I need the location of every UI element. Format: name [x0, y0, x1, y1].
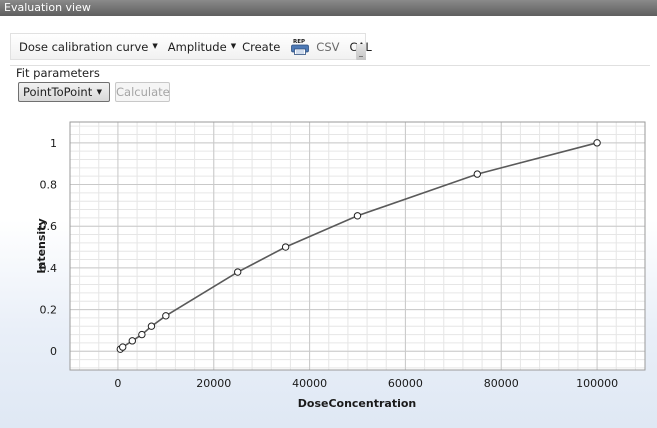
- report-icon-text: REP: [293, 39, 305, 45]
- x-tick-label: 20000: [196, 377, 231, 390]
- calibration-chart: 0 20000 40000 60000 80000 100000 0 0.2 0.4 0.6 0.…: [35, 121, 646, 410]
- y-tick-label: 0.2: [40, 304, 58, 317]
- csv-button-label: CSV: [316, 39, 340, 54]
- x-axis-title: DoseConcentration: [298, 397, 417, 410]
- major-grid: [70, 122, 645, 370]
- data-point: [473, 170, 481, 178]
- window-title: Evaluation view: [0, 0, 657, 16]
- y-tick-label: 0: [50, 345, 57, 358]
- create-button[interactable]: Create: [239, 34, 283, 59]
- toolbar: Dose calibration curve ▼ Amplitude ▼ Cre…: [10, 33, 372, 60]
- data-point: [119, 343, 127, 351]
- report-print-button[interactable]: REP: [287, 34, 313, 59]
- fit-method-value: PointToPoint: [23, 85, 93, 99]
- data-point: [162, 312, 170, 320]
- data-point: [353, 212, 362, 220]
- curve-type-dropdown-label: Dose calibration curve: [19, 39, 149, 54]
- fit-parameters-group: Fit parameters PointToPoint ▼ Calculate: [10, 65, 650, 106]
- data-point: [234, 268, 242, 276]
- y-tick-label: 0.4: [40, 262, 58, 275]
- data-point: [147, 322, 156, 330]
- y-tick-label: 0.6: [40, 220, 58, 233]
- data-point: [128, 337, 136, 345]
- fit-parameters-label: Fit parameters: [16, 66, 100, 80]
- x-tick-label: 0: [114, 377, 121, 390]
- amplitude-dropdown-label: Amplitude: [167, 39, 227, 54]
- y-tick-label: 1: [50, 137, 57, 150]
- csv-button[interactable]: CSV: [313, 34, 342, 59]
- data-point: [281, 243, 290, 251]
- report-printer-icon: REP: [291, 39, 310, 55]
- data-points: [116, 139, 601, 353]
- amplitude-dropdown[interactable]: Amplitude ▼: [165, 34, 239, 59]
- x-axis-ticks: 0 20000 40000 60000 80000 100000: [114, 377, 618, 390]
- curve-type-dropdown[interactable]: Dose calibration curve ▼: [16, 34, 161, 59]
- chevron-down-icon: ▼: [230, 41, 237, 50]
- data-point: [138, 330, 146, 339]
- x-tick-label: 60000: [388, 377, 423, 390]
- fit-method-select[interactable]: PointToPoint ▼: [18, 82, 110, 102]
- plot-border: [69, 121, 646, 371]
- x-tick-label: 100000: [576, 377, 618, 390]
- y-tick-label: 0.8: [40, 179, 58, 192]
- y-axis-title: Intensity: [35, 218, 48, 273]
- x-tick-label: 80000: [484, 377, 519, 390]
- toolbar-overflow-button[interactable]: [356, 44, 366, 60]
- data-point: [593, 139, 601, 147]
- x-tick-label: 40000: [292, 377, 327, 390]
- calculate-button[interactable]: Calculate: [115, 82, 170, 102]
- plot-area: [70, 122, 645, 370]
- create-button-label: Create: [242, 39, 281, 54]
- chevron-down-icon: ▼: [152, 41, 158, 50]
- y-axis-ticks: 0 0.2 0.4 0.6 0.8 1: [40, 137, 58, 358]
- chevron-down-icon: ▼: [96, 88, 102, 96]
